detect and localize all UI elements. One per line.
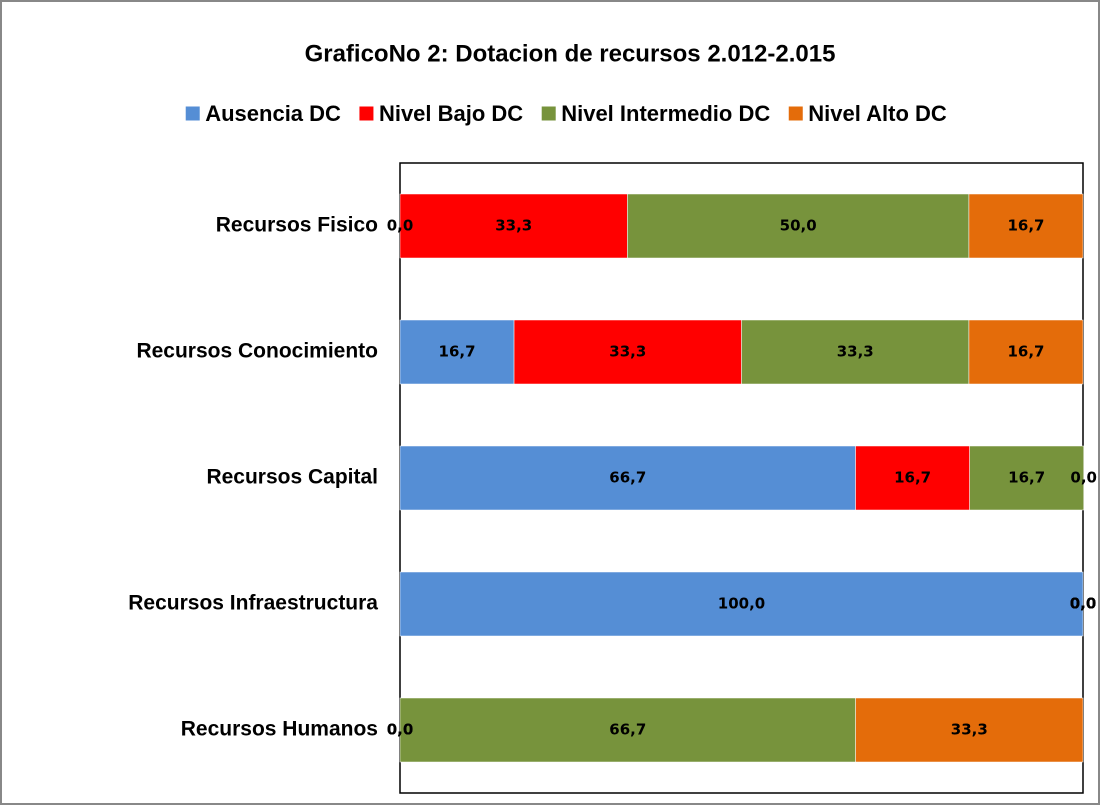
- y-tick-label: Recursos Capital: [206, 466, 378, 489]
- data-label: 16,7: [1007, 217, 1044, 235]
- bar-segment: [513, 319, 742, 385]
- data-label: 0,0: [1070, 595, 1097, 613]
- legend-swatch: [184, 105, 201, 122]
- legend-label: Nivel Alto DC: [808, 101, 947, 126]
- data-label: 16,7: [1007, 343, 1044, 361]
- legend-swatch: [358, 105, 375, 122]
- data-label: 16,7: [439, 343, 476, 361]
- legend-swatch: [540, 105, 557, 122]
- bar-segment: [855, 697, 1084, 763]
- legend-label: Nivel Intermedio DC: [561, 101, 770, 126]
- data-label: 0,0: [387, 721, 414, 739]
- legend-label: Nivel Bajo DC: [379, 101, 523, 126]
- data-label: 0,0: [387, 721, 414, 739]
- bar-segment: [968, 193, 1084, 259]
- data-label: 0,0: [1070, 595, 1097, 613]
- y-tick-label: Recursos Humanos: [181, 718, 378, 741]
- y-tick-label: Recursos Fisico: [216, 214, 378, 237]
- data-label: 16,7: [894, 469, 931, 487]
- bar-segment: [399, 571, 1084, 637]
- data-label: 33,3: [495, 217, 532, 235]
- data-label: 0,0: [1070, 469, 1097, 487]
- data-label: 66,7: [609, 469, 646, 487]
- bar-segment: [627, 193, 970, 259]
- data-label: 16,7: [1008, 469, 1045, 487]
- y-tick-label: Recursos Conocimiento: [136, 340, 378, 363]
- data-label: 33,3: [837, 343, 874, 361]
- bar-segment: [741, 319, 970, 385]
- data-label: 100,0: [718, 595, 765, 613]
- bar-segment: [399, 193, 628, 259]
- bar-segment: [399, 319, 515, 385]
- legend-label: Ausencia DC: [205, 101, 341, 126]
- data-label: 33,3: [951, 721, 988, 739]
- y-tick-label: Recursos Infraestructura: [128, 592, 378, 615]
- legend-swatch: [787, 105, 804, 122]
- bar-segment: [968, 319, 1084, 385]
- bar-segment: [855, 445, 970, 511]
- data-label: 50,0: [780, 217, 817, 235]
- data-label: 33,3: [609, 343, 646, 361]
- chart-title: GraficoNo 2: Dotacion de recursos 2.012-…: [305, 40, 836, 67]
- bar-segment: [399, 445, 856, 511]
- data-label: 0,0: [387, 217, 414, 235]
- bar-segment: [969, 445, 1084, 511]
- data-label: 0,0: [1070, 595, 1097, 613]
- data-label: 66,7: [609, 721, 646, 739]
